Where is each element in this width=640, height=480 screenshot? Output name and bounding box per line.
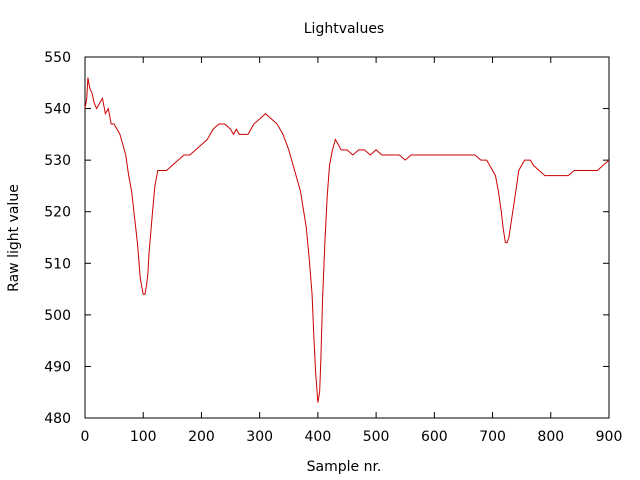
x-tick-label: 100 bbox=[130, 429, 157, 445]
x-tick-label: 900 bbox=[596, 429, 623, 445]
y-tick-label: 490 bbox=[44, 359, 71, 375]
x-tick-label: 500 bbox=[363, 429, 390, 445]
plot-frame bbox=[84, 56, 610, 419]
x-tick-label: 600 bbox=[421, 429, 448, 445]
x-tick-label: 400 bbox=[305, 429, 332, 445]
y-axis: 480 490 500 510 520 530 540 550 bbox=[44, 50, 609, 427]
y-tick-label: 540 bbox=[44, 102, 71, 118]
series-line bbox=[84, 77, 610, 403]
x-tick-label: 300 bbox=[246, 429, 273, 445]
y-tick-label: 520 bbox=[44, 205, 71, 221]
y-tick-label: 510 bbox=[44, 256, 71, 272]
y-tick-label: 500 bbox=[44, 308, 71, 324]
y-tick-label: 530 bbox=[44, 153, 71, 169]
x-axis: 0 100 200 300 400 500 600 700 800 900 bbox=[81, 57, 623, 445]
y-tick-label: 480 bbox=[44, 411, 71, 427]
y-tick-label: 550 bbox=[44, 50, 71, 66]
x-tick-label: 700 bbox=[479, 429, 506, 445]
x-tick-label: 200 bbox=[188, 429, 215, 445]
y-axis-title: Raw light value bbox=[6, 184, 22, 292]
chart-title: Lightvalues bbox=[304, 21, 384, 37]
x-tick-label: 0 bbox=[81, 429, 90, 445]
x-axis-title: Sample nr. bbox=[307, 459, 382, 475]
x-tick-label: 800 bbox=[537, 429, 564, 445]
